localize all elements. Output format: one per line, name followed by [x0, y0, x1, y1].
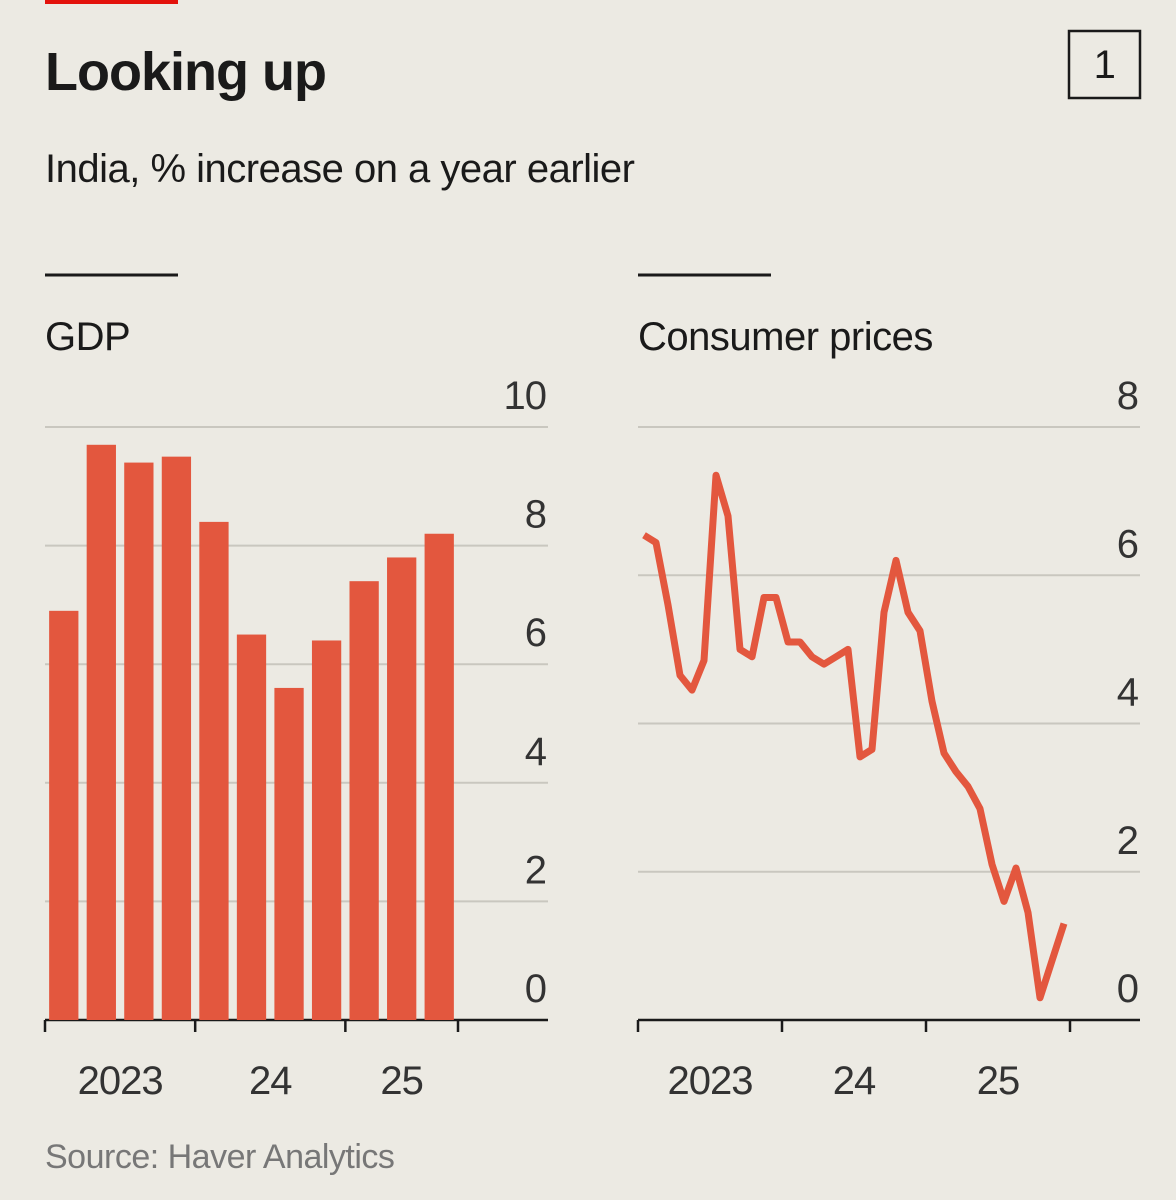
bar: [161, 456, 192, 1020]
x-tick-label: 25: [380, 1059, 423, 1103]
y-tick-label: 4: [525, 730, 547, 774]
source: Source: Haver Analytics: [45, 1138, 394, 1176]
bar: [311, 640, 342, 1020]
y-tick-label: 4: [1117, 671, 1139, 715]
y-tick-label: 0: [1117, 967, 1138, 1011]
bar: [274, 687, 304, 1020]
bar: [387, 557, 417, 1020]
chart-subtitle: India, % increase on a year earlier: [45, 147, 635, 191]
bar: [349, 581, 379, 1020]
y-tick-label: 6: [525, 611, 546, 655]
bar: [86, 444, 116, 1020]
x-tick-label: 24: [249, 1059, 292, 1103]
y-tick-label: 2: [1117, 819, 1138, 863]
chart-title: Looking up: [45, 42, 326, 102]
bar: [49, 610, 79, 1020]
badge-box: [1067, 29, 1142, 100]
x-tick-label: 24: [833, 1059, 876, 1103]
bar: [199, 521, 229, 1020]
x-tick-label: 25: [977, 1059, 1020, 1103]
y-tick-label: 6: [1117, 522, 1138, 566]
x-tick-label: 2023: [78, 1059, 163, 1103]
y-tick-label: 8: [1117, 374, 1138, 418]
y-tick-label: 2: [525, 848, 546, 892]
badge: 1: [1094, 43, 1116, 87]
panel-title: GDP: [45, 315, 130, 359]
brand-tab: [45, 0, 178, 4]
bar: [236, 634, 267, 1020]
y-tick-label: 8: [525, 493, 546, 537]
x-tick-label: 2023: [668, 1059, 753, 1103]
panel-title: Consumer prices: [638, 315, 933, 359]
bar: [424, 533, 454, 1020]
y-tick-label: 0: [525, 967, 546, 1011]
y-tick-label: 10: [504, 374, 547, 418]
line: [642, 471, 1068, 1002]
bar: [124, 462, 154, 1021]
